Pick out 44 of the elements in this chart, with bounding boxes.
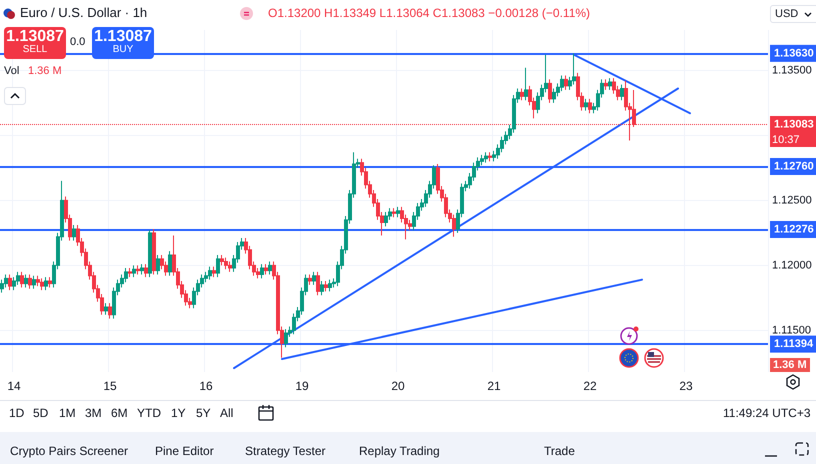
annotation: 1.13087 [5, 28, 65, 45]
annotation: Vol [4, 65, 20, 77]
text: Pine Editor [155, 444, 214, 458]
text: 1D [9, 406, 24, 420]
x-tick-label: 23 [679, 379, 693, 393]
y-tick-label: 1.11500 [772, 324, 811, 336]
text: 6M [111, 406, 128, 420]
ref-line-label: 1.12276 [774, 223, 814, 236]
text: Trade [544, 444, 575, 458]
y-tick-label: 1.12500 [772, 194, 812, 206]
x-tick-label: 16 [199, 379, 213, 393]
x-tick-label: 14 [7, 379, 21, 393]
text: 5Y [196, 406, 211, 420]
chart-subtitle: O1.13200 H1.13349 L1.13064 C1.13083 −0.00128 (−0.11%) [268, 6, 590, 20]
text: 1.36 M [770, 358, 810, 372]
annotation: BUY [112, 43, 134, 56]
chart-title: Euro / U.S. Dollar · 1h [20, 5, 148, 20]
y-tick-label: 1.12000 [772, 259, 812, 272]
annotation: 1.13087 [93, 28, 153, 45]
x-tick-label: 15 [103, 379, 117, 393]
text: 10:37 [770, 132, 816, 147]
text: All [220, 406, 234, 420]
annotation: 0.0 [70, 36, 86, 48]
y-tick-label: 1.13500 [772, 64, 812, 76]
text: 1M [59, 406, 76, 420]
text: YTD [137, 406, 161, 420]
x-tick-label: 19 [295, 379, 309, 393]
text: 3M [85, 406, 102, 420]
ref-line-label: 1.12760 [774, 160, 814, 173]
text: 5D [33, 406, 48, 420]
text: Replay Trading [359, 444, 440, 458]
ref-line-label: 1.13083 [774, 118, 814, 131]
text: Strategy Tester [245, 444, 326, 458]
ref-line-label: 1.11394 [774, 338, 814, 350]
x-tick-label: 22 [583, 379, 597, 393]
text: Crypto Pairs Screener [10, 444, 128, 458]
annotation: SELL [22, 43, 48, 56]
ref-line-label: 1.13630 [774, 47, 814, 60]
x-tick-label: 20 [391, 379, 405, 393]
text: USD [770, 5, 816, 23]
text: 1Y [171, 406, 186, 420]
annotation: 1.36 M [28, 65, 62, 77]
text: 11:49:24 UTC+3 [723, 406, 810, 420]
x-tick-label: 21 [487, 379, 501, 393]
